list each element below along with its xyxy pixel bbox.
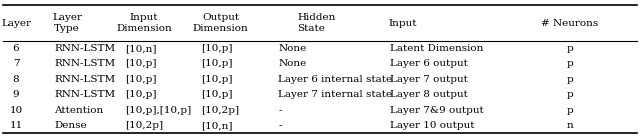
Text: 10: 10: [10, 106, 22, 115]
Text: Layer 7 output: Layer 7 output: [390, 75, 468, 84]
Text: p: p: [566, 59, 573, 68]
Text: -: -: [278, 121, 282, 130]
Text: 8: 8: [13, 75, 19, 84]
Text: RNN-LSTM: RNN-LSTM: [54, 90, 116, 99]
Text: [10,p]: [10,p]: [202, 90, 233, 99]
Text: [10,p]: [10,p]: [125, 59, 156, 68]
Text: -: -: [278, 106, 282, 115]
Text: RNN-LSTM: RNN-LSTM: [54, 59, 116, 68]
Text: Output
Dimension: Output Dimension: [193, 13, 249, 33]
Text: [10,n]: [10,n]: [202, 121, 233, 130]
Text: 9: 9: [13, 90, 19, 99]
Text: Input: Input: [389, 19, 417, 28]
Text: Layer 6 internal state: Layer 6 internal state: [278, 75, 392, 84]
Text: [10,p],[10,p]: [10,p],[10,p]: [125, 106, 191, 115]
Text: Layer
Type: Layer Type: [52, 13, 82, 33]
Text: Layer 6 output: Layer 6 output: [390, 59, 468, 68]
Text: RNN-LSTM: RNN-LSTM: [54, 44, 116, 53]
Text: p: p: [566, 90, 573, 99]
Text: Layer 8 output: Layer 8 output: [390, 90, 468, 99]
Text: n: n: [566, 121, 573, 130]
Text: Layer 7&9 output: Layer 7&9 output: [390, 106, 484, 115]
Text: 6: 6: [13, 44, 19, 53]
Text: Latent Dimension: Latent Dimension: [390, 44, 484, 53]
Text: p: p: [566, 75, 573, 84]
Text: None: None: [278, 44, 307, 53]
Text: [10,2p]: [10,2p]: [125, 121, 163, 130]
Text: [10,p]: [10,p]: [125, 75, 156, 84]
Text: [10,p]: [10,p]: [202, 44, 233, 53]
Text: 7: 7: [13, 59, 19, 68]
Text: [10,n]: [10,n]: [125, 44, 156, 53]
Text: Hidden
State: Hidden State: [298, 13, 336, 33]
Text: Layer 7 internal state: Layer 7 internal state: [278, 90, 392, 99]
Text: p: p: [566, 44, 573, 53]
Text: p: p: [566, 106, 573, 115]
Text: RNN-LSTM: RNN-LSTM: [54, 75, 116, 84]
Text: [10,p]: [10,p]: [202, 75, 233, 84]
Text: # Neurons: # Neurons: [541, 19, 598, 28]
Text: [10,2p]: [10,2p]: [202, 106, 240, 115]
Text: Attention: Attention: [54, 106, 104, 115]
Text: [10,p]: [10,p]: [202, 59, 233, 68]
Text: None: None: [278, 59, 307, 68]
Text: Input
Dimension: Input Dimension: [116, 13, 172, 33]
Text: Dense: Dense: [54, 121, 87, 130]
Text: [10,p]: [10,p]: [125, 90, 156, 99]
Text: 11: 11: [10, 121, 22, 130]
Text: Layer: Layer: [1, 19, 31, 28]
Text: Layer 10 output: Layer 10 output: [390, 121, 475, 130]
